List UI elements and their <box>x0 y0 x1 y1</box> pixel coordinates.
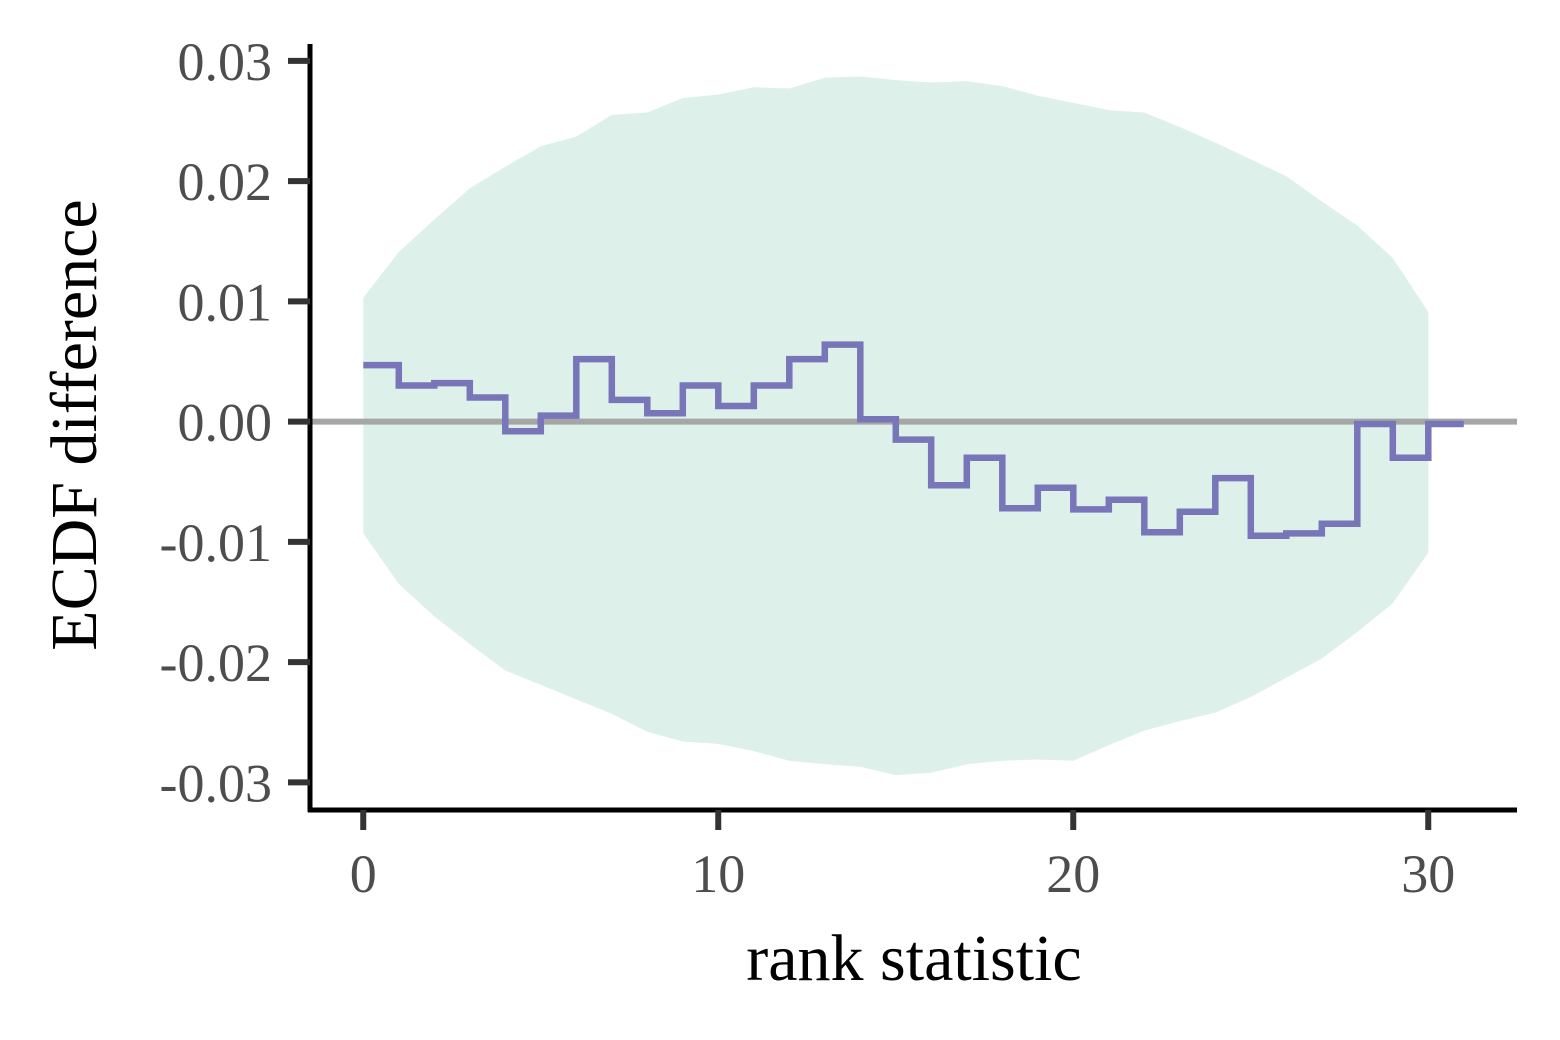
x-tick-label: 30 <box>1401 844 1455 904</box>
y-tick-label: -0.03 <box>160 753 272 813</box>
axes-layer <box>307 44 1517 813</box>
y-axis-title: ECDF difference <box>38 199 111 650</box>
x-tick-label: 0 <box>350 844 377 904</box>
y-tick-label: -0.01 <box>160 513 272 573</box>
y-tick-label: 0.00 <box>178 393 273 453</box>
y-tick-label: 0.02 <box>178 152 273 212</box>
x-tick-label: 10 <box>691 844 745 904</box>
x-tick-label: 20 <box>1046 844 1100 904</box>
y-tick-label: 0.01 <box>178 272 273 332</box>
series-layer <box>363 341 1464 540</box>
x-axis-title: rank statistic <box>746 922 1081 995</box>
y-tick-label: 0.03 <box>178 32 273 92</box>
ticks-layer: 0 10 20 30 -0.03 -0.02 -0.01 0.00 0.01 0.02 0.03 <box>160 32 1456 904</box>
y-tick-label: -0.02 <box>160 633 272 693</box>
ecdf-difference-series-0 <box>363 341 1464 540</box>
